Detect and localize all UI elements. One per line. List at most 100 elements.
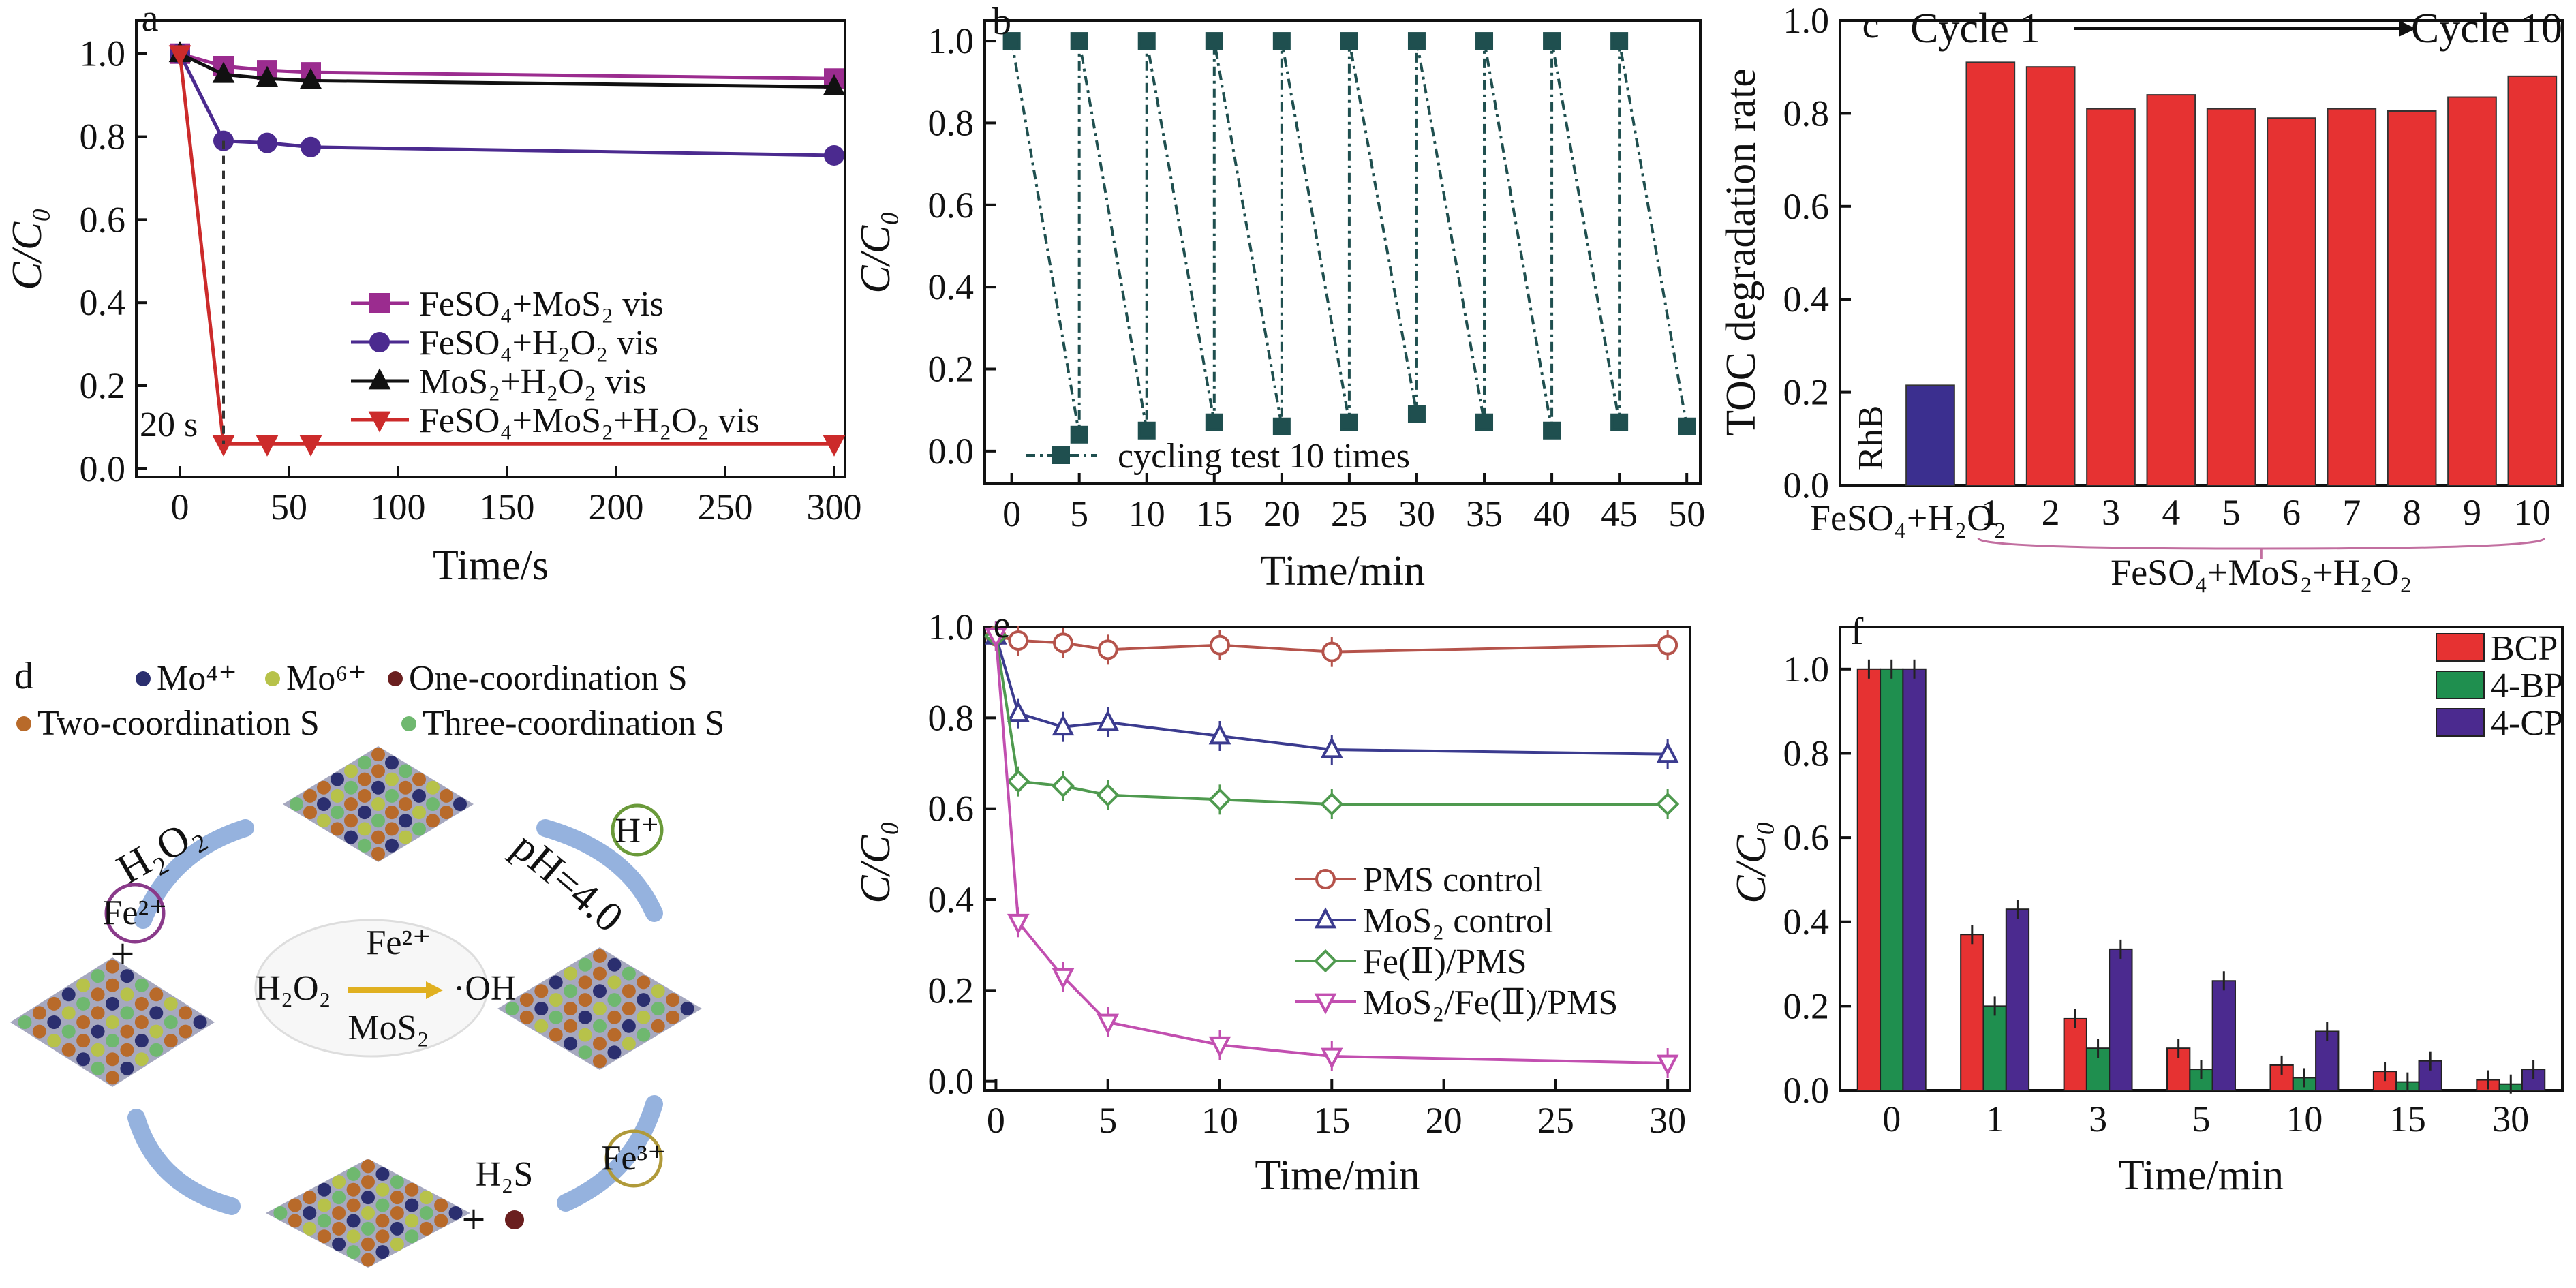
- atom: [549, 993, 563, 1007]
- atom: [120, 1061, 134, 1075]
- atom: [505, 1002, 519, 1015]
- atom: [346, 1245, 361, 1259]
- y-axis-label: C/C₀: [1728, 821, 1775, 904]
- x-tick-label: 5: [1099, 1100, 1117, 1141]
- bar: [2025, 66, 2076, 486]
- atom: [564, 1037, 578, 1051]
- atom: [375, 1245, 390, 1259]
- bar: [2109, 948, 2133, 1091]
- x-tick-label: 150: [480, 487, 535, 527]
- chart-e: 0.0 0.2 0.4 0.6 0.8 1.0 0 5 10 15 20 25 30 e Time/min C…: [853, 604, 1691, 1199]
- y-tick-label: 0.4: [928, 266, 975, 307]
- atom: [76, 1015, 91, 1029]
- atom: [371, 797, 385, 811]
- x-tick-label: 30: [1649, 1100, 1686, 1141]
- atom: [91, 969, 105, 983]
- data-point: [1097, 709, 1120, 731]
- atom: [637, 993, 651, 1007]
- atom: [91, 987, 105, 1002]
- center-h2o2: H₂O₂: [255, 969, 331, 1008]
- bar: [2447, 96, 2497, 486]
- data-point: [1097, 639, 1118, 660]
- atom: [371, 814, 385, 828]
- atom: [120, 1043, 134, 1057]
- legend-label: PMS control: [1363, 861, 1543, 900]
- x-axis-label: Time/min: [1255, 1152, 1420, 1199]
- data-point: [1052, 968, 1075, 990]
- data-point: [1340, 413, 1358, 431]
- bar: [1902, 668, 1927, 1091]
- data-point: [1208, 1036, 1231, 1058]
- atom: [346, 1214, 361, 1228]
- atom: [361, 1191, 375, 1205]
- atom: [164, 996, 178, 1011]
- atom: [385, 756, 399, 770]
- data-point: [823, 74, 846, 95]
- y-tick-label: 0.6: [80, 199, 126, 240]
- atom: [106, 1034, 119, 1048]
- fe2-circle: [104, 883, 166, 944]
- atom: [371, 748, 385, 762]
- atom: [134, 996, 149, 1011]
- atom: [399, 830, 412, 844]
- legend-label: 4-CP: [2491, 704, 2564, 743]
- atom: [346, 1198, 361, 1212]
- atom: [549, 1028, 563, 1042]
- series-line: [178, 52, 835, 157]
- data-point: [1096, 783, 1120, 807]
- atom: [434, 1198, 448, 1212]
- atom: [375, 1167, 390, 1181]
- data-point: [1137, 32, 1156, 50]
- atom: [47, 1015, 61, 1029]
- atom: [426, 814, 440, 828]
- data-point: [985, 627, 1007, 649]
- legend-label: Mo⁶⁺: [286, 659, 367, 698]
- y-tick-label: 0.2: [1783, 372, 1830, 413]
- y-axis-label: C/C₀: [853, 821, 899, 904]
- fe3-circle: [604, 1129, 663, 1188]
- atom: [332, 1206, 346, 1220]
- atom: [361, 1237, 375, 1251]
- bar-label: 8: [2403, 492, 2421, 533]
- x-tick-label: 45: [1601, 493, 1638, 534]
- x-tick-label: 100: [371, 487, 426, 527]
- atom: [317, 1182, 331, 1197]
- cycle-arrow-1: [134, 819, 254, 929]
- atom: [371, 780, 385, 795]
- atom: [637, 1028, 651, 1042]
- atom: [303, 788, 317, 803]
- y-tick-label: 1.0: [928, 607, 975, 647]
- atom: [426, 780, 440, 795]
- legend-marker: [1313, 949, 1338, 973]
- bar: [2063, 1017, 2087, 1091]
- y-tick-label: 1.0: [928, 20, 975, 61]
- atom: [375, 1198, 390, 1212]
- x-tick-label: 10: [2286, 1099, 2322, 1139]
- x-tick-label: 10: [1129, 493, 1165, 534]
- data-point: [1097, 1013, 1120, 1035]
- atom: [76, 1034, 91, 1048]
- atom: [344, 780, 358, 795]
- atom: [578, 957, 592, 972]
- hplus-circle: [611, 803, 664, 857]
- atom: [76, 978, 91, 992]
- panel-letter-d: d: [14, 655, 33, 697]
- data-point: [823, 435, 846, 457]
- atom: [134, 1015, 149, 1029]
- atom: [358, 756, 371, 770]
- data-point: [1320, 737, 1343, 758]
- cycle-arrow-2: [536, 819, 663, 922]
- atom: [344, 830, 358, 844]
- data-point: [1656, 1054, 1679, 1076]
- chart-a: 0.0 0.2 0.4 0.6 0.8 1.0 0 50 100 150 200 250 300 20 s…: [4, 0, 862, 589]
- plot-frame: [1839, 19, 2564, 487]
- mos2-cluster-left: [10, 957, 215, 1087]
- atom: [332, 1191, 346, 1205]
- atom: [390, 1191, 404, 1205]
- data-point: [1137, 421, 1156, 440]
- y-tick-label: 0.2: [80, 365, 126, 406]
- atom: [358, 788, 371, 803]
- atom: [453, 797, 467, 811]
- atom: [637, 1010, 651, 1024]
